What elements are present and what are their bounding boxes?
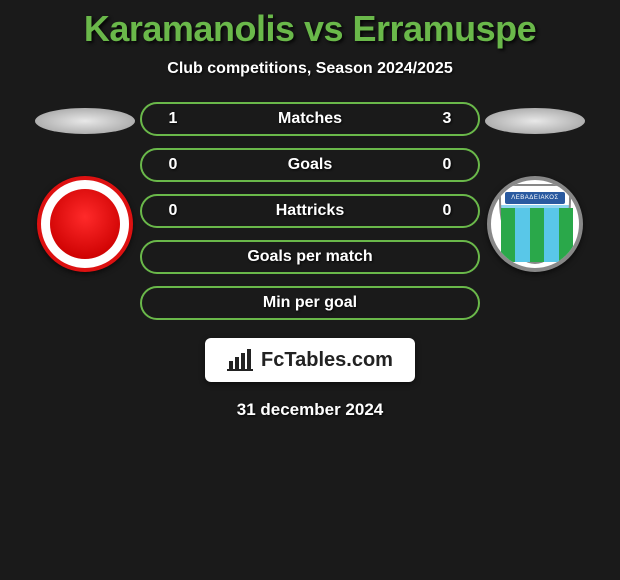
subtitle: Club competitions, Season 2024/2025 (0, 60, 620, 78)
stat-row: Min per goal (140, 286, 480, 320)
shield-stripe (559, 208, 573, 262)
player2-name: Erramuspe (353, 8, 537, 49)
player-shadow-right (485, 108, 585, 134)
stat-label: Goals (142, 156, 478, 174)
stat-label: Hattricks (142, 202, 478, 220)
stat-row: 1Matches3 (140, 102, 480, 136)
stat-left-value: 1 (164, 110, 182, 128)
stat-right-value: 0 (438, 202, 456, 220)
team-right-stripes (501, 208, 569, 262)
stat-left-value: 0 (164, 202, 182, 220)
team-left-badge (37, 176, 133, 272)
team-left-column (30, 102, 140, 272)
branding-badge: FcTables.com (205, 338, 415, 382)
stat-left-value: 0 (164, 156, 182, 174)
page-title: Karamanolis vs Erramuspe (0, 0, 620, 50)
date-text: 31 december 2024 (0, 400, 620, 420)
vs-separator: vs (304, 8, 353, 49)
shield-stripe (544, 208, 558, 262)
team-right-shield: ΛΕΒΑΔΕΙΑΚΟΣ (499, 184, 571, 264)
branding-text: FcTables.com (261, 349, 393, 372)
team-right-banner: ΛΕΒΑΔΕΙΑΚΟΣ (505, 192, 565, 204)
player1-name: Karamanolis (84, 8, 295, 49)
stat-label: Matches (142, 110, 478, 128)
shield-stripe (530, 208, 544, 262)
shield-stripe (515, 208, 529, 262)
stat-row: 0Hattricks0 (140, 194, 480, 228)
chart-icon (227, 349, 253, 371)
stat-row: 0Goals0 (140, 148, 480, 182)
team-right-column: ΛΕΒΑΔΕΙΑΚΟΣ (480, 102, 590, 272)
stat-label: Goals per match (142, 248, 478, 266)
stats-table: 1Matches30Goals00Hattricks0Goals per mat… (140, 102, 480, 382)
stat-label: Min per goal (142, 294, 478, 312)
stat-right-value: 3 (438, 110, 456, 128)
team-left-badge-inner (50, 189, 120, 259)
stat-right-value: 0 (438, 156, 456, 174)
comparison-panel: 1Matches30Goals00Hattricks0Goals per mat… (0, 102, 620, 382)
shield-stripe (501, 208, 515, 262)
stat-row: Goals per match (140, 240, 480, 274)
player-shadow-left (35, 108, 135, 134)
team-right-badge: ΛΕΒΑΔΕΙΑΚΟΣ (487, 176, 583, 272)
